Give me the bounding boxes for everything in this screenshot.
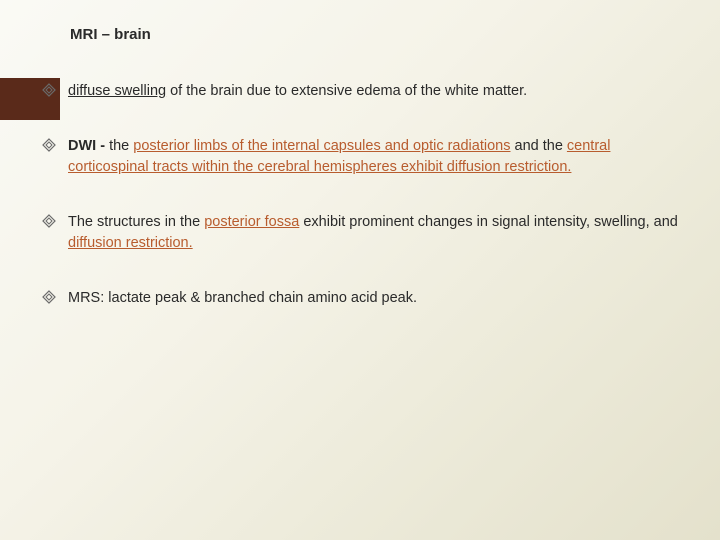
bullet-text: diffuse swelling of the brain due to ext… <box>68 83 527 99</box>
bullet-text: The structures in the posterior fossa ex… <box>68 214 678 251</box>
text-run: DWI - <box>68 138 109 154</box>
text-run: posterior fossa <box>204 214 299 230</box>
bullet-item: diffuse swelling of the brain due to ext… <box>48 81 690 102</box>
text-run: of the brain due to extensive edema of t… <box>166 83 527 99</box>
bullet-text: MRS: lactate peak & branched chain amino… <box>68 290 417 306</box>
bullet-list: diffuse swelling of the brain due to ext… <box>48 81 690 309</box>
text-run: and the <box>510 138 566 154</box>
slide-content: MRI – brain diffuse swelling of the brai… <box>48 26 690 343</box>
bullet-item: DWI - the posterior limbs of the interna… <box>48 136 690 178</box>
text-run: diffusion restriction. <box>68 235 193 251</box>
text-run: MRS: lactate peak & branched chain amino… <box>68 290 417 306</box>
diamond-icon <box>42 83 56 97</box>
bullet-item: The structures in the posterior fossa ex… <box>48 212 690 254</box>
text-run: the <box>109 138 133 154</box>
diamond-icon <box>42 290 56 304</box>
text-run: diffuse swelling <box>68 83 166 99</box>
bullet-item: MRS: lactate peak & branched chain amino… <box>48 288 690 309</box>
text-run: The structures in the <box>68 214 204 230</box>
bullet-text: DWI - the posterior limbs of the interna… <box>68 138 610 175</box>
diamond-icon <box>42 214 56 228</box>
text-run: exhibit prominent changes in signal inte… <box>299 214 678 230</box>
text-run: posterior limbs of the internal capsules… <box>133 138 510 154</box>
diamond-icon <box>42 138 56 152</box>
slide-title: MRI – brain <box>70 26 690 43</box>
